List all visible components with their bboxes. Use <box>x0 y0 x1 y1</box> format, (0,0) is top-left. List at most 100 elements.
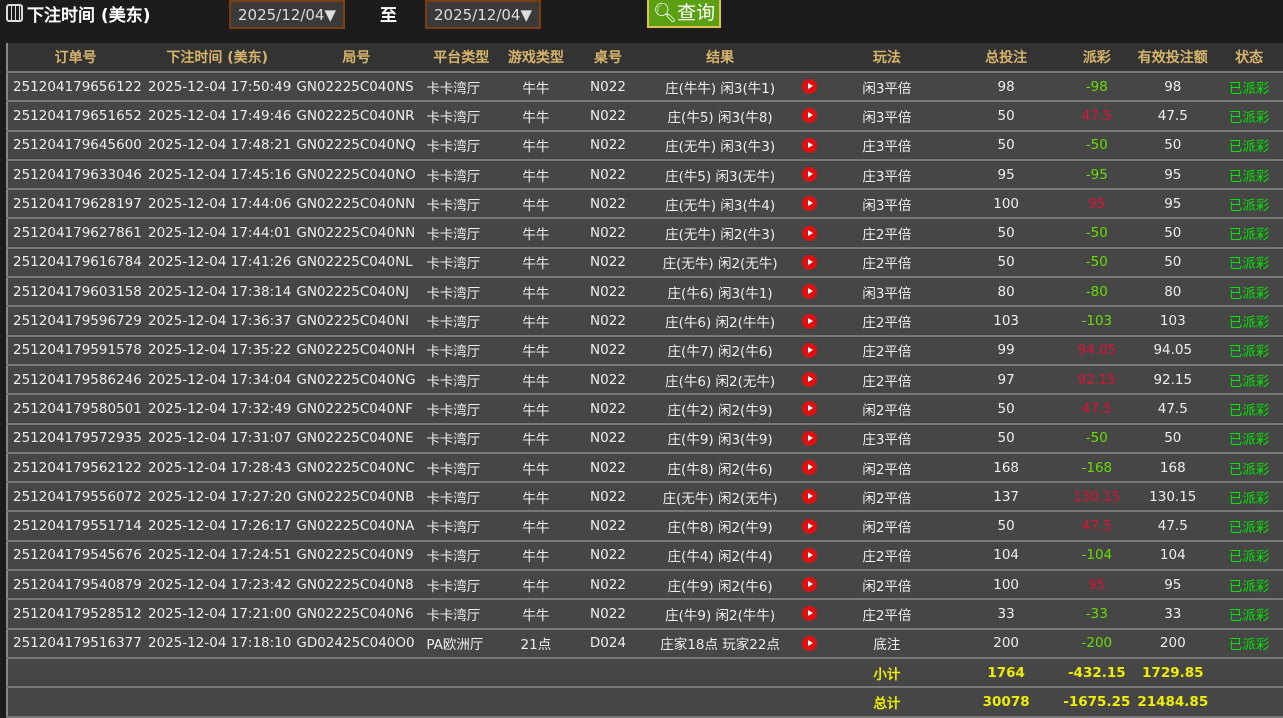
payout-cell: -50 <box>1063 130 1131 161</box>
header-total-bet: 总投注 <box>948 43 1064 73</box>
start-date-select[interactable]: 2025/12/04▼ <box>229 0 345 29</box>
order-no-cell: 251204179580501 <box>7 394 143 425</box>
order-no-cell: 251204179556072 <box>7 482 143 513</box>
play-video-icon[interactable] <box>802 430 818 446</box>
payout-cell: -200 <box>1063 628 1131 659</box>
play-video-icon[interactable] <box>802 167 818 183</box>
play-type-cell: 闲3平倍 <box>824 189 949 220</box>
total-bet-cell: 50 <box>948 423 1064 454</box>
valid-bet-cell: 94.05 <box>1130 335 1216 366</box>
platform-cell: 卡卡湾厅 <box>421 482 502 513</box>
result-cell: 庄(牛9) 闲3(牛9) <box>645 423 795 454</box>
payout-cell: -80 <box>1063 277 1131 308</box>
play-video-icon[interactable] <box>802 137 818 153</box>
play-video-icon[interactable] <box>802 254 818 270</box>
subtotal-bet: 1764 <box>948 657 1064 689</box>
game-type-cell: 牛牛 <box>501 277 571 308</box>
bet-time-cell: 2025-12-04 17:49:46 <box>142 101 292 132</box>
table-no-cell: N022 <box>570 72 646 103</box>
play-type-cell: 庄2平倍 <box>824 364 949 396</box>
total-bet-cell: 137 <box>948 482 1064 513</box>
platform-cell: 卡卡湾厅 <box>421 306 502 337</box>
play-video-icon[interactable] <box>802 460 818 475</box>
empty-cell <box>1215 657 1283 689</box>
to-label: 至 <box>380 6 397 26</box>
header-result: 结果 <box>645 43 795 73</box>
status-cell: 已派彩 <box>1215 452 1283 484</box>
order-no-cell: 251204179528512 <box>7 599 143 630</box>
play-type-cell: 庄2平倍 <box>824 599 949 630</box>
play-type-cell: 闲2平倍 <box>824 394 949 425</box>
end-date-select[interactable]: 2025/12/04▼ <box>425 0 541 29</box>
platform-cell: 卡卡湾厅 <box>421 218 502 249</box>
payout-cell: -50 <box>1063 218 1131 249</box>
play-video-icon[interactable] <box>802 606 818 622</box>
play-video-icon[interactable] <box>802 635 818 651</box>
valid-bet-cell: 95 <box>1130 570 1216 601</box>
order-no-cell: 251204179516377 <box>7 628 143 659</box>
play-video-icon[interactable] <box>802 372 818 388</box>
play-video-icon[interactable] <box>802 313 818 329</box>
play-video-icon[interactable] <box>802 518 818 534</box>
play-video-icon[interactable] <box>802 196 818 212</box>
table-no-cell: N022 <box>570 306 646 337</box>
total-bet-cell: 104 <box>948 540 1064 572</box>
platform-cell: 卡卡湾厅 <box>421 599 502 630</box>
bet-time-cell: 2025-12-04 17:50:49 <box>142 72 292 103</box>
replay-cell <box>794 247 825 279</box>
result-cell: 庄(牛7) 闲2(牛6) <box>645 335 795 366</box>
valid-bet-cell: 47.5 <box>1130 394 1216 425</box>
play-type-cell: 庄2平倍 <box>824 335 949 366</box>
toolbar: 下注时间 (美东) 2025/12/04▼ 至 2025/12/04▼ 🔍︎查询 <box>0 0 1283 43</box>
table-row: 251204179591578 2025-12-04 17:35:22 GN0222… <box>7 335 1283 366</box>
table-no-cell: N022 <box>570 364 646 396</box>
play-type-cell: 闲2平倍 <box>824 452 949 484</box>
order-no-cell: 251204179616784 <box>7 247 143 279</box>
play-type-cell: 庄2平倍 <box>824 247 949 279</box>
play-video-icon[interactable] <box>802 225 818 241</box>
game-type-cell: 牛牛 <box>501 218 571 249</box>
total-bet-cell: 98 <box>948 72 1064 103</box>
query-button[interactable]: 🔍︎查询 <box>647 0 721 28</box>
table-no-cell: N022 <box>570 540 646 572</box>
play-video-icon[interactable] <box>802 108 818 124</box>
order-no-cell: 251204179651652 <box>7 101 143 132</box>
play-video-icon[interactable] <box>802 577 818 593</box>
platform-cell: 卡卡湾厅 <box>421 452 502 484</box>
valid-bet-cell: 104 <box>1130 540 1216 572</box>
bet-records-table: 订单号 下注时间 (美东) 局号 平台类型 游戏类型 桌号 结果 玩法 总投注 派彩 有效投注额 状态… <box>6 43 1283 718</box>
order-no-cell: 251204179603158 <box>7 277 143 308</box>
table-no-cell: N022 <box>570 101 646 132</box>
play-type-cell: 庄3平倍 <box>824 423 949 454</box>
status-cell: 已派彩 <box>1215 277 1283 308</box>
play-video-icon[interactable] <box>802 284 818 300</box>
play-video-icon[interactable] <box>802 489 818 505</box>
table-row: 251204179516377 2025-12-04 17:18:10 GD0242… <box>7 628 1283 659</box>
empty-cell <box>7 687 825 718</box>
total-bet-cell: 97 <box>948 364 1064 396</box>
replay-cell <box>794 452 825 484</box>
table-row: 251204179616784 2025-12-04 17:41:26 GN0222… <box>7 247 1283 279</box>
replay-cell <box>794 364 825 396</box>
platform-cell: 卡卡湾厅 <box>421 364 502 396</box>
total-payout: -1675.25 <box>1063 687 1131 718</box>
round-no-cell: GN02225C040NA <box>291 511 422 542</box>
payout-cell: -104 <box>1063 540 1131 572</box>
result-cell: 庄(牛5) 闲3(牛8) <box>645 101 795 132</box>
empty-cell <box>7 657 825 689</box>
query-label: 查询 <box>677 2 716 24</box>
play-video-icon[interactable] <box>802 547 818 563</box>
platform-cell: 卡卡湾厅 <box>421 72 502 103</box>
bet-time-cell: 2025-12-04 17:18:10 <box>142 628 292 659</box>
play-video-icon[interactable] <box>802 79 818 95</box>
header-round-no: 局号 <box>291 43 422 73</box>
play-video-icon[interactable] <box>802 401 818 417</box>
status-cell: 已派彩 <box>1215 189 1283 220</box>
play-video-icon[interactable] <box>802 342 818 358</box>
payout-cell: -50 <box>1063 423 1131 454</box>
total-bet-cell: 100 <box>948 189 1064 220</box>
result-cell: 庄(无牛) 闲3(牛4) <box>645 189 795 220</box>
table-no-cell: D024 <box>570 628 646 659</box>
status-cell: 已派彩 <box>1215 394 1283 425</box>
replay-cell <box>794 394 825 425</box>
